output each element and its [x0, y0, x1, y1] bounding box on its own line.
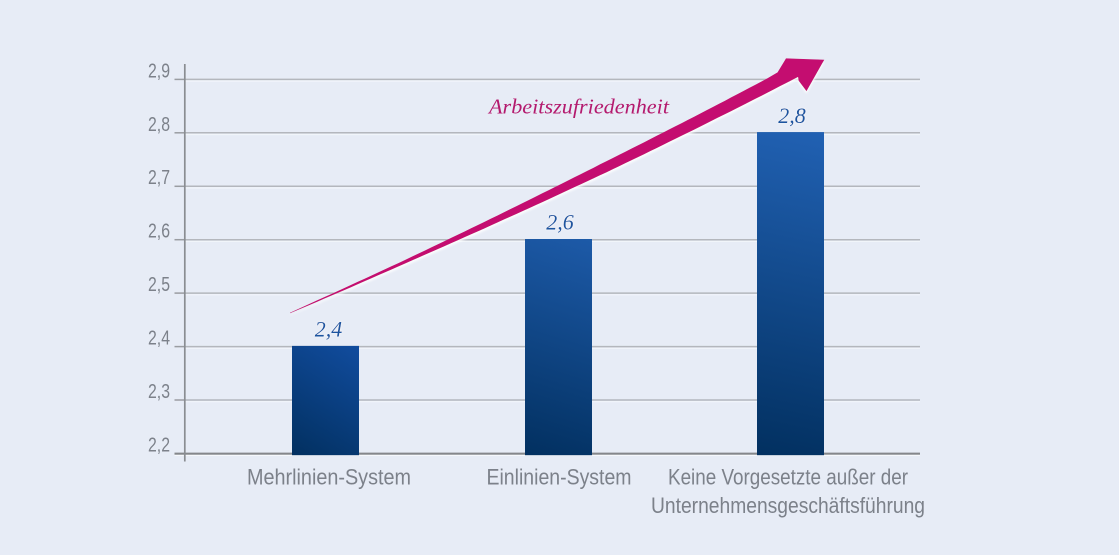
svg-text:2,8: 2,8	[778, 103, 806, 128]
svg-text:2,8: 2,8	[148, 114, 170, 136]
svg-text:Arbeitszufriedenheit: Arbeitszufriedenheit	[487, 95, 670, 119]
svg-text:2,5: 2,5	[148, 274, 170, 296]
svg-text:2,4: 2,4	[148, 328, 170, 350]
svg-text:2,9: 2,9	[148, 60, 170, 82]
svg-text:2,3: 2,3	[148, 381, 170, 403]
svg-text:2,6: 2,6	[148, 221, 170, 243]
svg-text:2,2: 2,2	[148, 434, 170, 456]
svg-text:Mehrlinien-System: Mehrlinien-System	[247, 465, 411, 490]
svg-text:2,6: 2,6	[546, 210, 574, 235]
svg-text:Keine Vorgesetzte außer der: Keine Vorgesetzte außer der	[668, 465, 908, 490]
svg-text:Unternehmensgeschäftsführung: Unternehmensgeschäftsführung	[651, 493, 925, 518]
svg-text:2,7: 2,7	[148, 167, 170, 189]
svg-text:2,4: 2,4	[315, 316, 343, 341]
svg-text:Einlinien-System: Einlinien-System	[487, 465, 632, 490]
